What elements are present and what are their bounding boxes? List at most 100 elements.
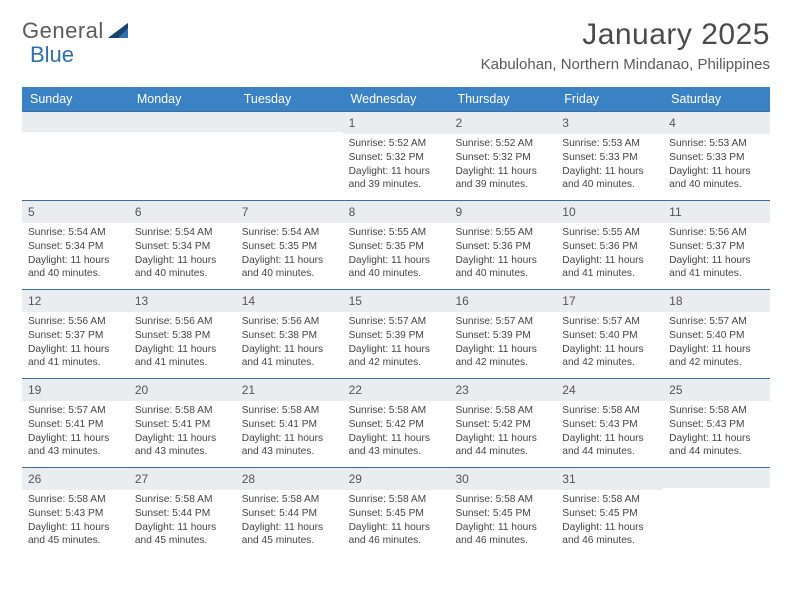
day-number (22, 112, 129, 132)
sunset-line: Sunset: 5:42 PM (455, 418, 550, 432)
day-body: Sunrise: 5:52 AMSunset: 5:32 PMDaylight:… (343, 134, 450, 198)
day-cell: 13Sunrise: 5:56 AMSunset: 5:38 PMDayligh… (129, 290, 236, 378)
sunrise-line: Sunrise: 5:55 AM (562, 226, 657, 240)
day-cell (22, 112, 129, 200)
sunset-line: Sunset: 5:45 PM (562, 507, 657, 521)
sunset-line: Sunset: 5:35 PM (349, 240, 444, 254)
day-number: 12 (22, 290, 129, 312)
weekday-tue: Tuesday (236, 87, 343, 111)
day-body: Sunrise: 5:58 AMSunset: 5:41 PMDaylight:… (236, 401, 343, 465)
weekday-sat: Saturday (663, 87, 770, 111)
week-row: 1Sunrise: 5:52 AMSunset: 5:32 PMDaylight… (22, 111, 770, 200)
day-body: Sunrise: 5:58 AMSunset: 5:45 PMDaylight:… (449, 490, 556, 554)
daylight-line: Daylight: 11 hours and 44 minutes. (669, 432, 764, 460)
sunrise-line: Sunrise: 5:58 AM (135, 493, 230, 507)
day-cell: 19Sunrise: 5:57 AMSunset: 5:41 PMDayligh… (22, 379, 129, 467)
day-number: 24 (556, 379, 663, 401)
day-cell: 24Sunrise: 5:58 AMSunset: 5:43 PMDayligh… (556, 379, 663, 467)
sunrise-line: Sunrise: 5:58 AM (135, 404, 230, 418)
sunrise-line: Sunrise: 5:58 AM (242, 493, 337, 507)
header-row: General Blue January 2025 Kabulohan, Nor… (22, 18, 770, 73)
sunrise-line: Sunrise: 5:54 AM (242, 226, 337, 240)
day-cell: 26Sunrise: 5:58 AMSunset: 5:43 PMDayligh… (22, 468, 129, 556)
sunset-line: Sunset: 5:35 PM (242, 240, 337, 254)
sunset-line: Sunset: 5:39 PM (455, 329, 550, 343)
daylight-line: Daylight: 11 hours and 41 minutes. (242, 343, 337, 371)
daylight-line: Daylight: 11 hours and 42 minutes. (562, 343, 657, 371)
sunrise-line: Sunrise: 5:57 AM (562, 315, 657, 329)
weekday-header: Sunday Monday Tuesday Wednesday Thursday… (22, 87, 770, 111)
day-cell: 30Sunrise: 5:58 AMSunset: 5:45 PMDayligh… (449, 468, 556, 556)
daylight-line: Daylight: 11 hours and 45 minutes. (135, 521, 230, 549)
day-number: 18 (663, 290, 770, 312)
day-number: 31 (556, 468, 663, 490)
day-cell (129, 112, 236, 200)
daylight-line: Daylight: 11 hours and 40 minutes. (349, 254, 444, 282)
sunrise-line: Sunrise: 5:56 AM (669, 226, 764, 240)
day-number: 4 (663, 112, 770, 134)
day-number: 10 (556, 201, 663, 223)
day-body: Sunrise: 5:56 AMSunset: 5:38 PMDaylight:… (236, 312, 343, 376)
daylight-line: Daylight: 11 hours and 39 minutes. (349, 165, 444, 193)
day-number: 17 (556, 290, 663, 312)
day-cell: 11Sunrise: 5:56 AMSunset: 5:37 PMDayligh… (663, 201, 770, 289)
sunset-line: Sunset: 5:43 PM (562, 418, 657, 432)
day-cell: 9Sunrise: 5:55 AMSunset: 5:36 PMDaylight… (449, 201, 556, 289)
daylight-line: Daylight: 11 hours and 44 minutes. (455, 432, 550, 460)
daylight-line: Daylight: 11 hours and 46 minutes. (562, 521, 657, 549)
sunset-line: Sunset: 5:44 PM (135, 507, 230, 521)
daylight-line: Daylight: 11 hours and 41 minutes. (669, 254, 764, 282)
week-row: 12Sunrise: 5:56 AMSunset: 5:37 PMDayligh… (22, 289, 770, 378)
sunrise-line: Sunrise: 5:55 AM (455, 226, 550, 240)
sunrise-line: Sunrise: 5:57 AM (349, 315, 444, 329)
sunset-line: Sunset: 5:37 PM (669, 240, 764, 254)
day-number: 26 (22, 468, 129, 490)
month-title: January 2025 (481, 18, 770, 52)
brand-line2: Blue (30, 42, 74, 68)
day-number: 14 (236, 290, 343, 312)
day-number: 20 (129, 379, 236, 401)
day-number: 21 (236, 379, 343, 401)
daylight-line: Daylight: 11 hours and 43 minutes. (28, 432, 123, 460)
sunset-line: Sunset: 5:38 PM (135, 329, 230, 343)
sunset-line: Sunset: 5:37 PM (28, 329, 123, 343)
daylight-line: Daylight: 11 hours and 40 minutes. (242, 254, 337, 282)
daylight-line: Daylight: 11 hours and 43 minutes. (135, 432, 230, 460)
day-cell: 10Sunrise: 5:55 AMSunset: 5:36 PMDayligh… (556, 201, 663, 289)
sunrise-line: Sunrise: 5:53 AM (669, 137, 764, 151)
day-number: 28 (236, 468, 343, 490)
sunrise-line: Sunrise: 5:58 AM (349, 404, 444, 418)
sunrise-line: Sunrise: 5:57 AM (28, 404, 123, 418)
day-number: 7 (236, 201, 343, 223)
day-body: Sunrise: 5:58 AMSunset: 5:41 PMDaylight:… (129, 401, 236, 465)
sunset-line: Sunset: 5:43 PM (669, 418, 764, 432)
week-row: 19Sunrise: 5:57 AMSunset: 5:41 PMDayligh… (22, 378, 770, 467)
day-cell: 8Sunrise: 5:55 AMSunset: 5:35 PMDaylight… (343, 201, 450, 289)
sunset-line: Sunset: 5:36 PM (455, 240, 550, 254)
day-cell: 23Sunrise: 5:58 AMSunset: 5:42 PMDayligh… (449, 379, 556, 467)
sunrise-line: Sunrise: 5:54 AM (28, 226, 123, 240)
day-number: 25 (663, 379, 770, 401)
sunrise-line: Sunrise: 5:58 AM (669, 404, 764, 418)
sunset-line: Sunset: 5:44 PM (242, 507, 337, 521)
daylight-line: Daylight: 11 hours and 46 minutes. (349, 521, 444, 549)
day-number: 27 (129, 468, 236, 490)
day-cell: 28Sunrise: 5:58 AMSunset: 5:44 PMDayligh… (236, 468, 343, 556)
day-body: Sunrise: 5:58 AMSunset: 5:45 PMDaylight:… (343, 490, 450, 554)
day-body: Sunrise: 5:56 AMSunset: 5:38 PMDaylight:… (129, 312, 236, 376)
day-cell: 16Sunrise: 5:57 AMSunset: 5:39 PMDayligh… (449, 290, 556, 378)
day-body: Sunrise: 5:54 AMSunset: 5:35 PMDaylight:… (236, 223, 343, 287)
title-block: January 2025 Kabulohan, Northern Mindana… (481, 18, 770, 73)
day-cell: 15Sunrise: 5:57 AMSunset: 5:39 PMDayligh… (343, 290, 450, 378)
daylight-line: Daylight: 11 hours and 40 minutes. (28, 254, 123, 282)
day-cell: 14Sunrise: 5:56 AMSunset: 5:38 PMDayligh… (236, 290, 343, 378)
daylight-line: Daylight: 11 hours and 41 minutes. (562, 254, 657, 282)
day-number: 5 (22, 201, 129, 223)
day-cell: 31 Sunrise: 5:58 AMSunset: 5:45 PMDayligh… (556, 468, 663, 556)
sunset-line: Sunset: 5:45 PM (349, 507, 444, 521)
sunrise-line: Sunrise: 5:58 AM (562, 493, 657, 507)
daylight-line: Daylight: 11 hours and 45 minutes. (28, 521, 123, 549)
day-number: 29 (343, 468, 450, 490)
sunrise-line: Sunrise: 5:52 AM (349, 137, 444, 151)
day-number: 13 (129, 290, 236, 312)
